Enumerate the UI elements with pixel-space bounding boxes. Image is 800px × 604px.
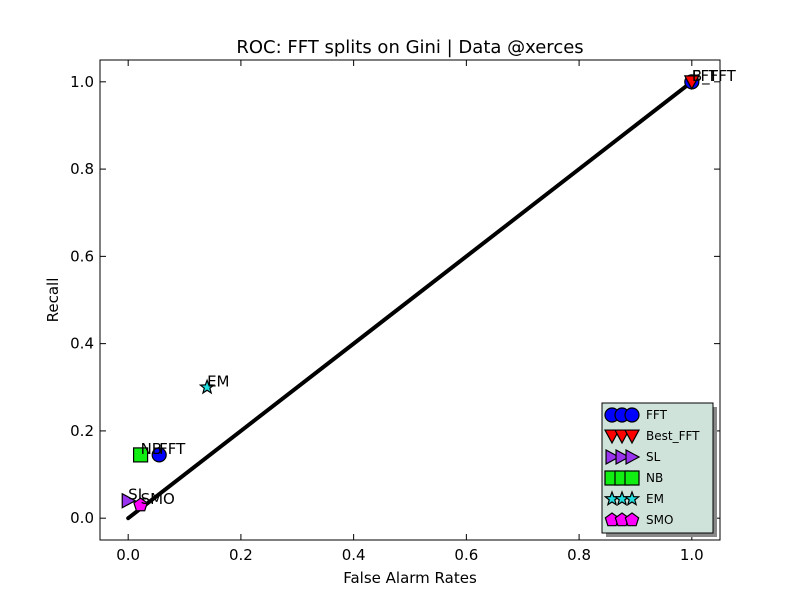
y-axis-label: Recall	[44, 278, 62, 323]
y-tick-label: 0.6	[70, 247, 94, 265]
legend-label-best_fft: Best_FFT	[646, 429, 700, 443]
diagonal-line	[126, 79, 694, 521]
x-tick-label: 0.6	[454, 546, 478, 564]
x-tick-label: 0.8	[567, 546, 591, 564]
point-label-fft: FFT	[159, 440, 186, 458]
y-tick-label: 0.2	[70, 422, 94, 440]
legend-marker-best_fft	[623, 429, 641, 445]
legend-label-em: EM	[646, 492, 664, 506]
y-tick-label: 1.0	[70, 73, 94, 91]
legend-marker-em	[623, 490, 641, 507]
legend-label-smo: SMO	[646, 513, 673, 527]
legend-box	[601, 402, 714, 534]
marker-em	[198, 378, 216, 395]
y-tick-label: 0.4	[70, 335, 94, 353]
y-tick-label: 0.8	[70, 160, 94, 178]
marker-nb	[132, 447, 149, 463]
legend-marker-sl	[615, 448, 631, 466]
legend-marker-best_fft	[603, 429, 621, 445]
legend-marker-sl	[605, 448, 621, 466]
legend-marker-sl	[625, 448, 641, 466]
legend-marker-fft	[624, 407, 640, 423]
point-label-em: EM	[207, 372, 229, 390]
point-label-nb: NB	[141, 440, 163, 458]
legend-label-sl: SL	[646, 450, 661, 464]
plot-frame	[99, 59, 721, 541]
point-label-smo: SMO	[141, 490, 175, 508]
x-tick-label: 0.4	[342, 546, 366, 564]
point-label-fft: FFT	[692, 67, 719, 85]
legend-marker-smo	[624, 512, 640, 527]
legend-label-nb: NB	[646, 471, 663, 485]
legend: FFT Best_FFT SL NB EM SMO	[601, 402, 717, 537]
x-tick-label: 0.0	[116, 546, 140, 564]
point-label-best_fft: B_FFT	[692, 67, 737, 86]
x-axis-label: False Alarm Rates	[343, 569, 477, 587]
marker-fft	[151, 447, 167, 463]
x-tick-label: 0.2	[229, 546, 253, 564]
legend-marker-best_fft	[613, 429, 631, 445]
marker-best_fft	[683, 75, 700, 91]
legend-marker-nb	[624, 470, 640, 486]
marker-sl	[121, 492, 137, 509]
y-tick-label: 0.0	[70, 509, 94, 527]
marker-smo	[133, 497, 148, 512]
x-tick-label: 1.0	[680, 546, 704, 564]
legend-label-fft: FFT	[646, 408, 668, 422]
chart-title: ROC: FFT splits on Gini | Data @xerces	[236, 37, 583, 58]
